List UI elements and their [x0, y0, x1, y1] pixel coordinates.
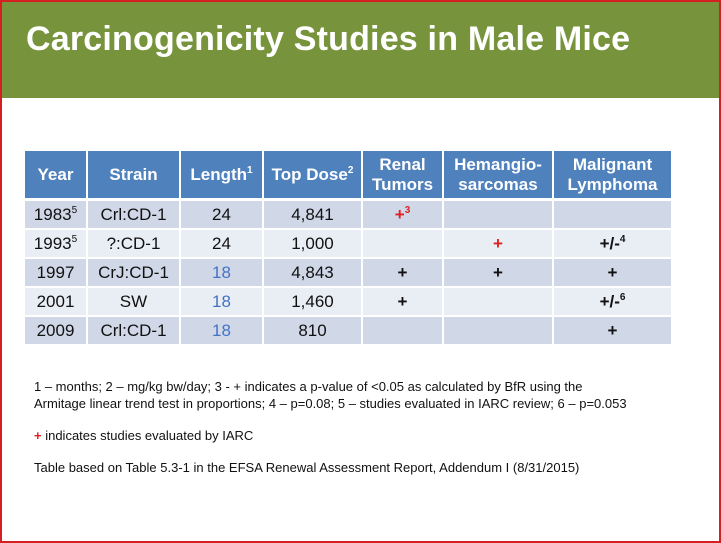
cell-top-dose: 4,841 [263, 199, 363, 230]
cell-hemangio: + [443, 229, 554, 259]
cell-lymphoma: + [553, 316, 671, 346]
cell-year: 2001 [25, 287, 88, 317]
cell-strain: ?:CD-1 [87, 229, 181, 259]
cell-length: 24 [180, 229, 264, 259]
header-hemangiosarcomas: Hemangio-sarcomas [443, 151, 554, 201]
cell-renal [362, 229, 444, 259]
cell-hemangio [443, 287, 554, 317]
cell-strain: SW [87, 287, 181, 317]
iarc-note-text: indicates studies evaluated by IARC [41, 428, 254, 443]
cell-lymphoma: + [553, 258, 671, 288]
cell-hemangio: + [443, 258, 554, 288]
cell-lymphoma [553, 199, 671, 230]
cell-strain: Crl:CD-1 [87, 199, 181, 230]
table-row: 2009 Crl:CD-1 18 810 + [25, 316, 671, 346]
cell-length: 18 [180, 316, 264, 346]
cell-year: 1997 [25, 258, 88, 288]
header-year: Year [25, 151, 88, 201]
cell-year: 19835 [25, 199, 88, 230]
cell-length: 18 [180, 287, 264, 317]
footnote-line-2: Armitage linear trend test in proportion… [34, 396, 627, 411]
cell-top-dose: 4,843 [263, 258, 363, 288]
study-table-container: Year Strain Length1 Top Dose2 Renal Tumor… [25, 151, 671, 346]
cell-hemangio [443, 199, 554, 230]
cell-length: 18 [180, 258, 264, 288]
table-row: 1997 CrJ:CD-1 18 4,843 + + + [25, 258, 671, 288]
header-top-dose: Top Dose2 [263, 151, 363, 201]
header-renal-tumors: Renal Tumors [362, 151, 444, 201]
iarc-note: + indicates studies evaluated by IARC [34, 427, 694, 444]
cell-strain: CrJ:CD-1 [87, 258, 181, 288]
header-malignant-lymphoma: Malignant Lymphoma [553, 151, 671, 201]
cell-renal: + [362, 287, 444, 317]
notes-section: 1 – months; 2 – mg/kg bw/day; 3 - + indi… [34, 378, 694, 476]
table-row: 19935 ?:CD-1 24 1,000 + +/-4 [25, 229, 671, 259]
cell-lymphoma: +/-6 [553, 287, 671, 317]
header-strain: Strain [87, 151, 181, 201]
cell-top-dose: 1,460 [263, 287, 363, 317]
cell-hemangio [443, 316, 554, 346]
table-row: 2001 SW 18 1,460 + +/-6 [25, 287, 671, 317]
table-row: 19835 Crl:CD-1 24 4,841 +3 [25, 199, 671, 230]
header-length: Length1 [180, 151, 264, 201]
source-note: Table based on Table 5.3-1 in the EFSA R… [34, 460, 580, 475]
title-bar: Carcinogenicity Studies in Male Mice [2, 2, 719, 98]
cell-top-dose: 1,000 [263, 229, 363, 259]
study-table: Year Strain Length1 Top Dose2 Renal Tumor… [25, 151, 671, 346]
cell-strain: Crl:CD-1 [87, 316, 181, 346]
cell-year: 19935 [25, 229, 88, 259]
slide-title: Carcinogenicity Studies in Male Mice [26, 20, 631, 58]
table-header-row: Year Strain Length1 Top Dose2 Renal Tumor… [25, 151, 671, 201]
cell-renal: + [362, 258, 444, 288]
footnotes: 1 – months; 2 – mg/kg bw/day; 3 - + indi… [34, 378, 694, 412]
cell-top-dose: 810 [263, 316, 363, 346]
iarc-plus-marker: + [34, 428, 42, 443]
footnote-line-1: 1 – months; 2 – mg/kg bw/day; 3 - + indi… [34, 379, 583, 394]
cell-renal: +3 [362, 199, 444, 230]
cell-length: 24 [180, 199, 264, 230]
cell-lymphoma: +/-4 [553, 229, 671, 259]
cell-renal [362, 316, 444, 346]
cell-year: 2009 [25, 316, 88, 346]
